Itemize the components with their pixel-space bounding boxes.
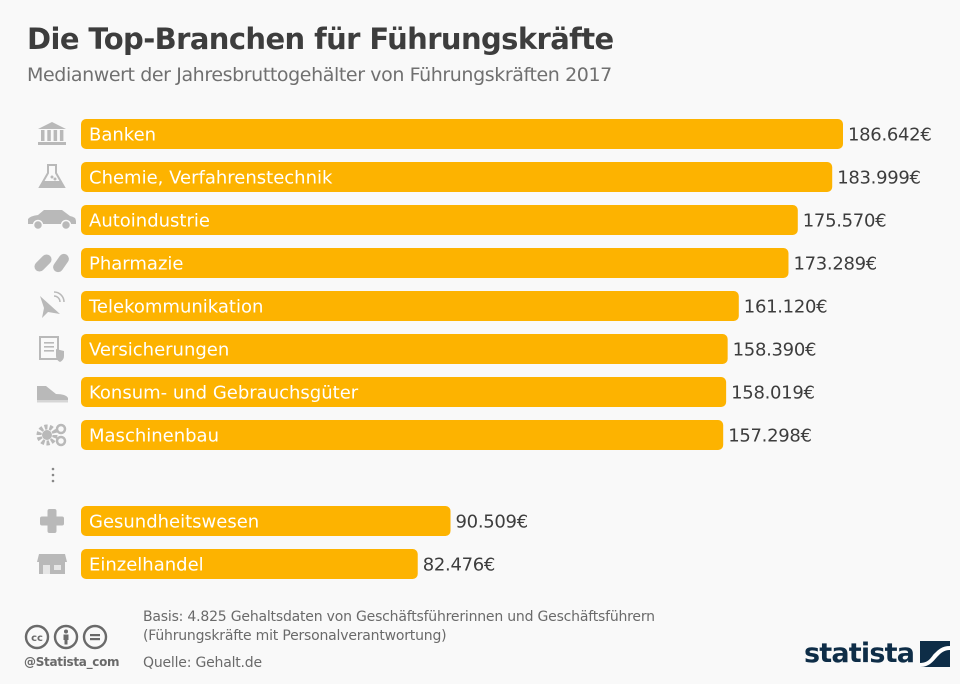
attribution-icon[interactable]	[53, 624, 79, 650]
bar-value-label: 175.570€	[803, 211, 887, 232]
bar-value-label: 186.642€	[848, 125, 932, 146]
bar-value-label: 173.289€	[793, 254, 877, 275]
basis-subnote: (Führungskräfte mit Personalverantwortun…	[143, 628, 447, 644]
bank-icon	[38, 122, 66, 145]
bar-value-label: 82.476€	[423, 555, 495, 576]
satellite-dish-icon	[40, 291, 65, 318]
no-derivatives-icon[interactable]	[82, 624, 108, 650]
statista-handle[interactable]: @Statista_com	[24, 655, 120, 669]
basis-note: Basis: 4.825 Gehaltsdaten von Geschäftsf…	[143, 609, 655, 625]
bar	[81, 291, 739, 321]
bar-category-label: Versicherungen	[89, 340, 229, 361]
bar	[81, 377, 727, 407]
bar-value-label: 183.999€	[837, 168, 921, 189]
medical-cross-icon	[40, 509, 64, 533]
bar	[81, 162, 833, 192]
bar-category-label: Chemie, Verfahrenstechnik	[89, 168, 333, 189]
bar-value-label: 90.509€	[456, 512, 528, 533]
chart-title: Die Top-Branchen für Führungskräfte	[27, 22, 614, 56]
bar	[81, 549, 418, 579]
bar-value-label: 158.390€	[733, 340, 817, 361]
storefront-icon	[37, 554, 67, 574]
bar-category-label: Maschinenbau	[89, 426, 219, 447]
car-icon	[28, 210, 76, 231]
statista-wordmark: statista	[804, 638, 915, 669]
bar	[81, 334, 728, 364]
bar-value-label: 158.019€	[731, 383, 815, 404]
bar	[81, 506, 451, 536]
bar	[81, 205, 798, 235]
chart-subtitle: Medianwert der Jahresbruttogehälter von …	[27, 64, 612, 86]
gap-ellipsis-icon	[51, 467, 55, 483]
cc-icon[interactable]: cc	[24, 624, 50, 650]
bar-value-label: 161.120€	[744, 297, 828, 318]
flask-icon	[38, 164, 66, 188]
bar-category-label: Banken	[89, 125, 156, 146]
sneaker-icon	[37, 386, 68, 403]
footer-notes: Basis: 4.825 Gehaltsdaten von Geschäftsf…	[143, 608, 655, 673]
bar	[81, 119, 843, 149]
bar-category-label: Pharmazie	[89, 254, 183, 275]
bar-category-label: Telekommunikation	[88, 297, 263, 318]
bar-chart: Banken 186.642€ Chemie, Verfahrenstechnik 1…	[28, 119, 932, 579]
source-note: Quelle: Gehalt.de	[143, 655, 262, 671]
bar-category-label: Autoindustrie	[89, 211, 210, 232]
bar-category-label: Einzelhandel	[89, 555, 204, 576]
gears-icon	[36, 423, 67, 447]
bar-value-label: 157.298€	[728, 426, 812, 447]
bar	[81, 248, 789, 278]
statista-logo[interactable]: statista	[804, 638, 951, 669]
statista-logo-icon	[920, 640, 951, 667]
bar	[81, 420, 724, 450]
bar-category-label: Gesundheitswesen	[89, 512, 259, 533]
svg-text:cc: cc	[31, 633, 43, 644]
pills-icon	[34, 253, 69, 273]
bar-category-label: Konsum- und Gebrauchsgüter	[89, 383, 359, 404]
insurance-document-icon	[39, 336, 64, 362]
license-icons: cc	[24, 624, 108, 650]
